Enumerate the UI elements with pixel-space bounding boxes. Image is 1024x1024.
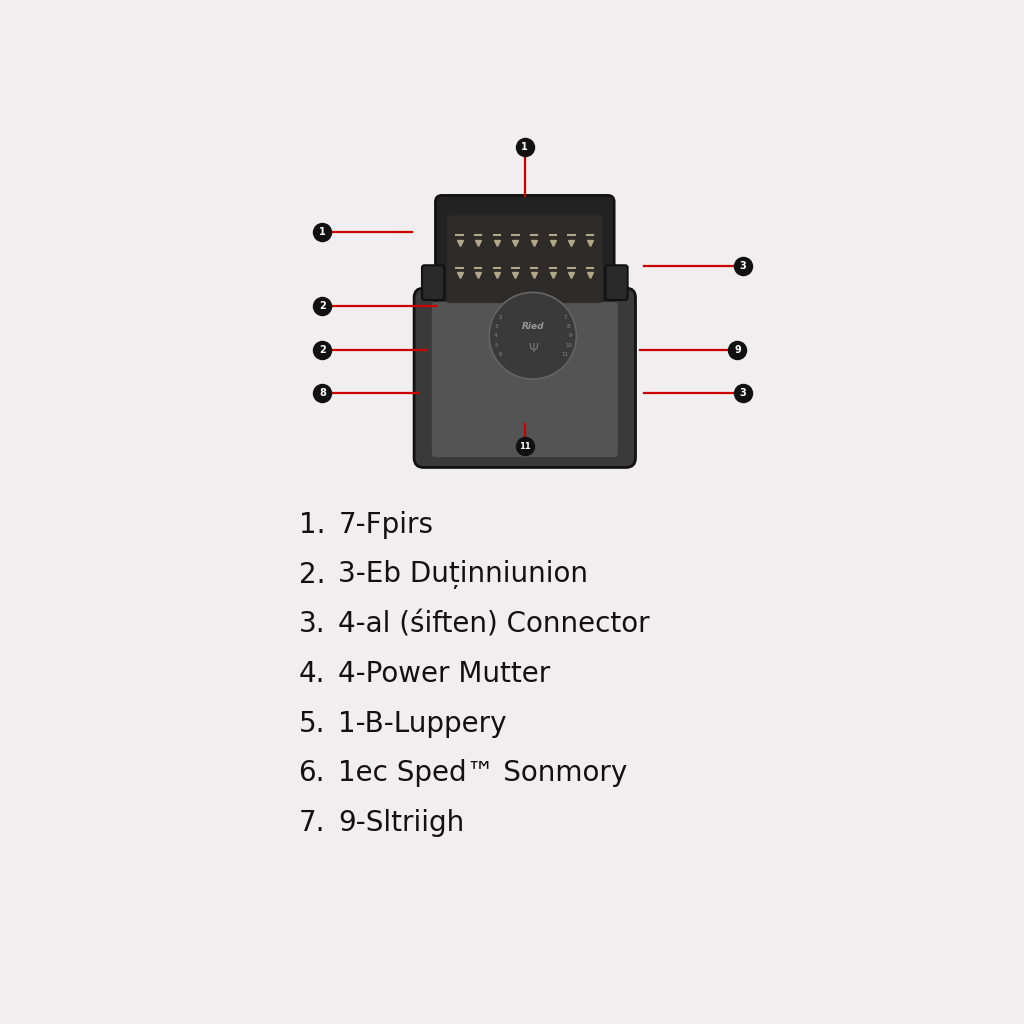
Text: 1: 1: [319, 226, 326, 237]
Text: 9-Sltriigh: 9-Sltriigh: [338, 809, 465, 837]
Text: 2: 2: [319, 301, 326, 311]
Text: 3: 3: [739, 261, 746, 271]
Text: 2: 2: [319, 345, 326, 355]
Text: 3.: 3.: [299, 610, 326, 638]
Text: 5: 5: [495, 343, 499, 348]
Text: 7-Fpirs: 7-Fpirs: [338, 511, 433, 539]
Text: 6: 6: [499, 352, 502, 356]
Text: 9: 9: [568, 333, 571, 338]
Text: 4.: 4.: [299, 660, 326, 688]
FancyBboxPatch shape: [435, 196, 614, 311]
Text: 3-Eb Duținniunion: 3-Eb Duținniunion: [338, 560, 589, 589]
Text: 7: 7: [563, 314, 567, 319]
Text: 5.: 5.: [299, 710, 326, 737]
Text: 4-al (śiften) Connector: 4-al (śiften) Connector: [338, 610, 650, 638]
Text: 4: 4: [494, 333, 498, 338]
Text: 11: 11: [561, 352, 568, 356]
Text: 6.: 6.: [299, 760, 326, 787]
FancyBboxPatch shape: [605, 265, 628, 300]
Text: 8: 8: [319, 387, 326, 397]
Text: 7.: 7.: [299, 809, 326, 837]
Circle shape: [489, 293, 577, 379]
Text: 2.: 2.: [299, 561, 326, 589]
Text: 1-B-Luppery: 1-B-Luppery: [338, 710, 507, 737]
Text: Ψ: Ψ: [527, 342, 538, 355]
FancyBboxPatch shape: [446, 215, 603, 303]
Text: 1ec Sped™ Sonmory: 1ec Sped™ Sonmory: [338, 760, 628, 787]
Text: 8: 8: [567, 324, 570, 329]
FancyBboxPatch shape: [414, 288, 636, 467]
Text: 4-Power Mutter: 4-Power Mutter: [338, 660, 551, 688]
FancyBboxPatch shape: [422, 265, 444, 300]
FancyBboxPatch shape: [432, 302, 617, 457]
Text: 10: 10: [565, 343, 572, 348]
Text: 9: 9: [734, 345, 740, 355]
Text: Ried: Ried: [521, 322, 544, 331]
Text: 1: 1: [521, 141, 528, 152]
Text: 11: 11: [519, 441, 530, 451]
Text: 1.: 1.: [299, 511, 326, 539]
Text: 2: 2: [499, 314, 502, 319]
Text: 3: 3: [739, 387, 746, 397]
Text: 3: 3: [495, 324, 499, 329]
